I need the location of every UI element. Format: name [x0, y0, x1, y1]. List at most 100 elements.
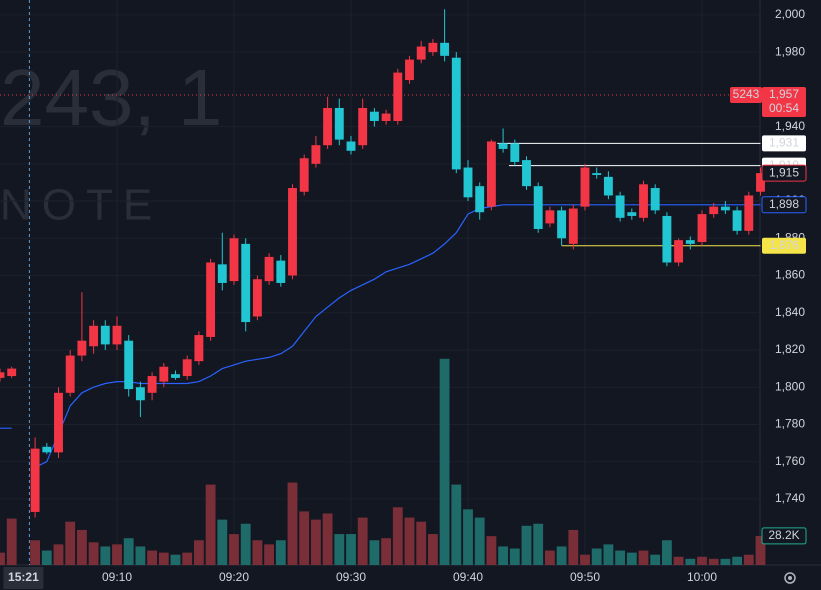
volume-bar	[65, 521, 76, 565]
settings-gear-center[interactable]	[788, 576, 792, 580]
volume-bar	[439, 358, 450, 565]
price-box	[762, 86, 806, 117]
volume-bar	[427, 534, 438, 565]
volume-bar	[603, 544, 614, 565]
x-tick-label: 09:10	[102, 570, 132, 584]
candle-body	[288, 188, 297, 276]
x-tick-label: 09:30	[336, 570, 366, 584]
volume-bar	[369, 540, 380, 565]
candle-body	[124, 340, 134, 390]
volume-bar	[708, 558, 719, 565]
volume-bar	[170, 554, 181, 565]
candle-body	[311, 145, 321, 164]
volume-bar	[474, 517, 485, 565]
volume-bar	[123, 538, 134, 565]
watermark: 243, 1	[0, 53, 222, 142]
volume-bar	[486, 536, 497, 565]
volume-bar	[755, 535, 766, 565]
y-tick-label: 1,800	[775, 379, 805, 393]
candle-body	[100, 325, 110, 345]
candle-body	[440, 42, 450, 56]
candle-body	[346, 141, 356, 151]
candle-body	[194, 335, 204, 362]
volume-bar	[533, 523, 544, 565]
volume-value-box	[761, 527, 807, 545]
candle-body	[135, 387, 145, 401]
volume-bar	[591, 548, 602, 565]
candle-body	[615, 195, 625, 218]
volume-bar	[264, 544, 275, 565]
candle-body	[428, 42, 438, 53]
x-tick-label: 09:20	[219, 570, 249, 584]
volume-bar	[650, 554, 661, 565]
candle-body	[674, 240, 684, 263]
volume-bar	[451, 484, 462, 565]
candle-body	[568, 208, 578, 244]
candle-body	[89, 325, 99, 347]
x-tick-label: 09:40	[453, 570, 483, 584]
marker-label: 1,898	[769, 197, 799, 211]
candle-body	[241, 243, 251, 323]
candle-body	[709, 206, 719, 215]
candle-body	[732, 210, 742, 231]
volume-bar	[416, 521, 427, 565]
candle-body	[112, 325, 122, 345]
volume-bar	[135, 546, 146, 565]
y-tick-label: 1,740	[775, 491, 805, 505]
x-tick-label: 10:00	[687, 570, 717, 584]
volume-bar	[568, 529, 579, 565]
volume-bar	[697, 556, 707, 565]
volume-bar	[357, 517, 368, 565]
volume-value-label: 28.2K	[768, 528, 799, 542]
volume-bar	[275, 540, 286, 565]
y-tick-label: 1,780	[775, 417, 805, 431]
candle-body	[206, 262, 216, 337]
marker-label-box	[761, 164, 807, 182]
volume-bar	[0, 552, 5, 565]
candle-body	[405, 59, 414, 81]
countdown-label: 00:54	[769, 101, 799, 115]
volume-bar	[673, 556, 684, 565]
level-label: 1,876	[769, 238, 799, 252]
volume-bar	[381, 538, 392, 565]
settings-gear[interactable]	[784, 572, 796, 584]
volume-bar	[615, 550, 626, 565]
y-tick-label: 1,760	[775, 454, 805, 468]
candle-body	[475, 186, 485, 213]
y-tick-label: 1,820	[775, 342, 805, 356]
volume-bar	[158, 552, 169, 565]
y-tick-label: 2,000	[775, 7, 805, 21]
candle-body	[182, 359, 192, 377]
volume-bar	[463, 509, 473, 565]
candle-body	[592, 173, 602, 175]
candle-body	[147, 376, 157, 393]
volume-bar	[334, 534, 345, 565]
candle-body	[30, 448, 40, 512]
candle-body	[0, 372, 5, 378]
level-label-box	[762, 237, 806, 254]
candle-body	[229, 238, 239, 282]
y-tick-label: 1,940	[775, 119, 805, 133]
volume-bar	[240, 523, 251, 565]
candle-body	[393, 72, 403, 122]
candle-body	[65, 355, 75, 393]
candle-body	[159, 366, 169, 382]
volume-bar	[147, 550, 158, 565]
volume-bar	[299, 511, 310, 565]
marker-label: 1,915	[769, 165, 799, 179]
candle-body	[451, 57, 461, 170]
candle-body	[557, 210, 567, 239]
volume-bar	[509, 548, 520, 565]
x-tick-box	[3, 567, 44, 589]
level-label: 1,931	[769, 136, 799, 150]
y-tick-label: 1,860	[775, 268, 805, 282]
volume-bar	[521, 525, 532, 565]
symbol-label: 5243	[733, 87, 760, 101]
settings-icon[interactable]	[784, 572, 796, 584]
volume-bar	[193, 540, 204, 565]
candle-body	[580, 167, 590, 207]
volume-bar	[720, 558, 731, 565]
candle-body	[369, 111, 379, 122]
candle-body	[650, 188, 660, 211]
